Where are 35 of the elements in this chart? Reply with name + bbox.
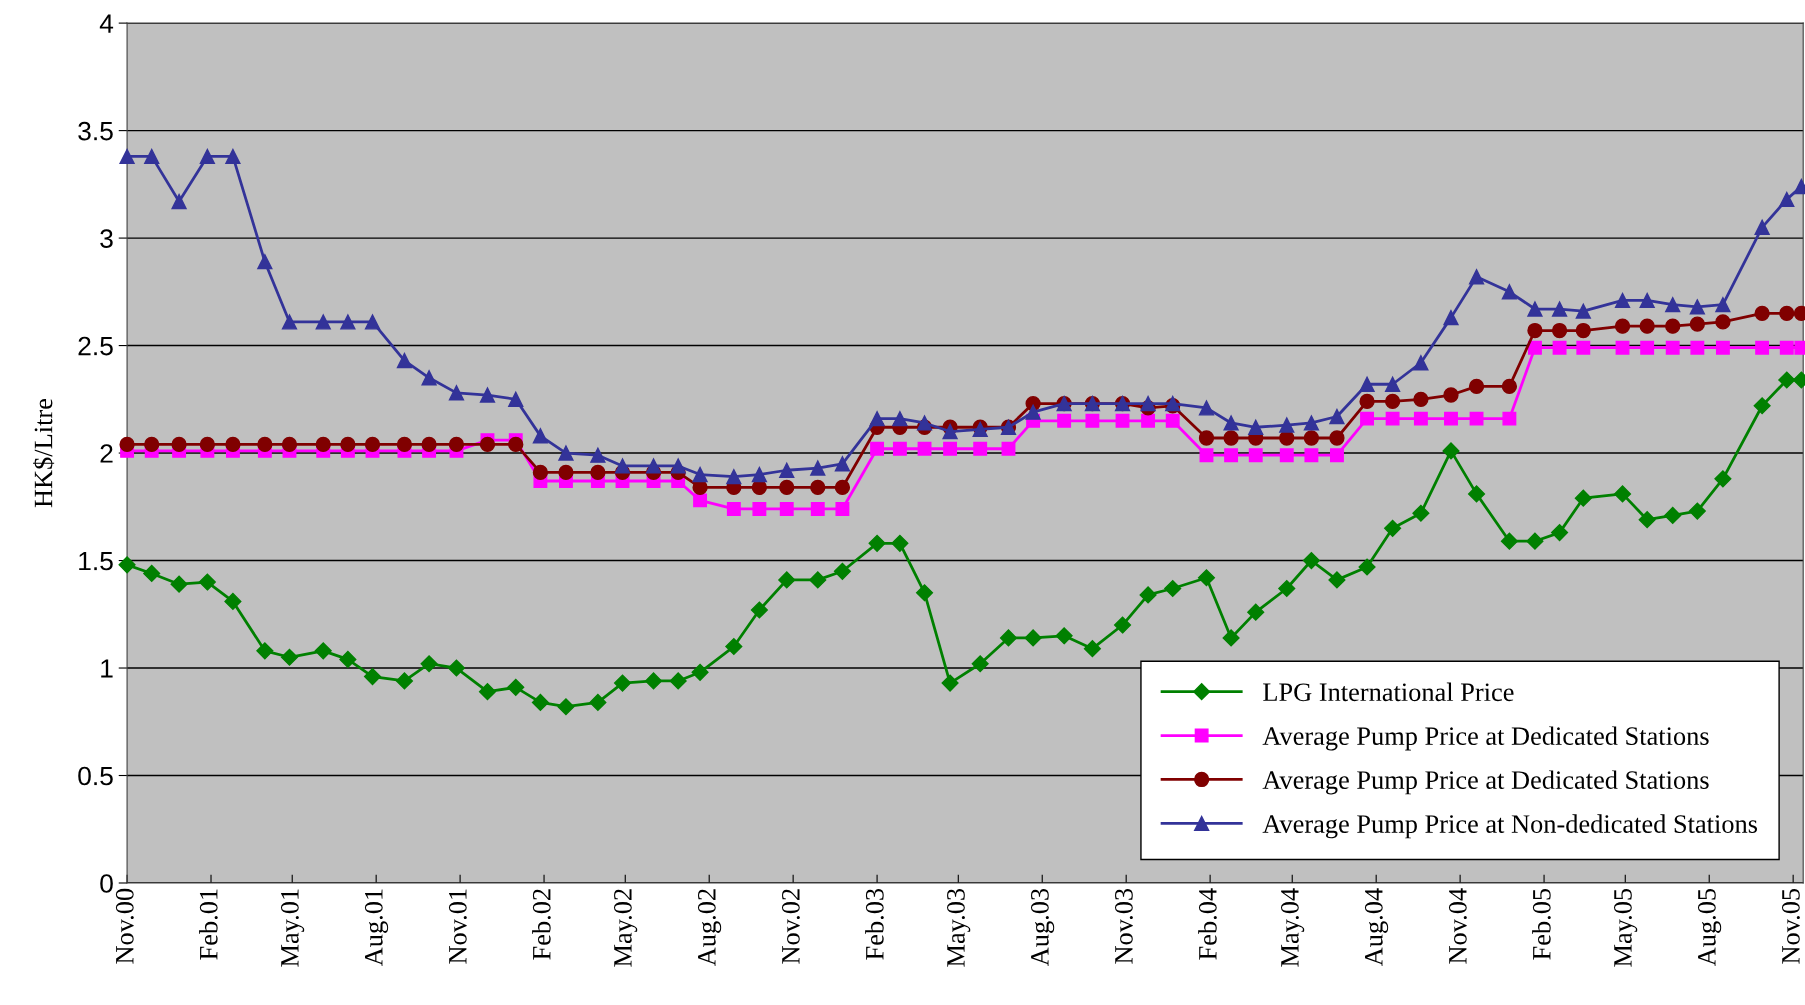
x-tick-label: Feb.05 <box>1532 888 1551 960</box>
y-tick-label: 2 <box>100 444 113 463</box>
y-tick-label: 0.5 <box>78 766 113 786</box>
legend-label: Average Pump Price at Non-dedicated Stations <box>1262 814 1758 839</box>
x-tick-label: Nov.01 <box>448 889 467 964</box>
y-tick-label: 2.5 <box>78 336 113 356</box>
x-tick-label: Feb.01 <box>199 889 218 960</box>
x-tick-label: Nov.05 <box>1781 888 1800 964</box>
x-tick-label: Aug.03 <box>1030 888 1055 967</box>
x-tick-label: Aug.04 <box>1364 888 1389 967</box>
x-tick-label: Aug.01 <box>364 889 389 967</box>
x-tick-label: May.03 <box>947 888 971 967</box>
x-tick-label: Feb.02 <box>532 889 551 960</box>
x-tick-label: Aug.05 <box>1697 888 1722 967</box>
x-tick-label: May.05 <box>1614 888 1638 967</box>
x-tick-label: Aug.02 <box>697 889 722 967</box>
y-axis-title: HK$/Litre <box>33 399 55 508</box>
x-tick-label: May.04 <box>1280 888 1305 967</box>
legend-label: Average Pump Price at Dedicated Stations <box>1262 770 1709 795</box>
y-tick-label: 4 <box>99 14 114 33</box>
x-tick-label: Nov.04 <box>1448 888 1467 964</box>
y-tick-label: 1.5 <box>79 551 113 571</box>
x-tick-label: Feb.03 <box>865 888 884 960</box>
y-tick-label: 3 <box>100 229 113 248</box>
y-tick-label: 1 <box>101 659 113 678</box>
x-tick-label: Nov.03 <box>1114 888 1133 964</box>
x-tick-label: May.02 <box>613 889 638 967</box>
y-tick-label: 3.5 <box>78 121 113 141</box>
x-tick-label: Nov.02 <box>781 889 800 964</box>
legend-label: Average Pump Price at Dedicated Stations <box>1262 726 1709 751</box>
x-tick-label: Feb.04 <box>1198 888 1217 960</box>
legend-label: LPG International Price <box>1263 682 1514 702</box>
x-tick-label: May.01 <box>280 889 305 967</box>
x-tick-label: Nov.00 <box>115 888 134 964</box>
y-tick-label: 0 <box>100 874 113 893</box>
